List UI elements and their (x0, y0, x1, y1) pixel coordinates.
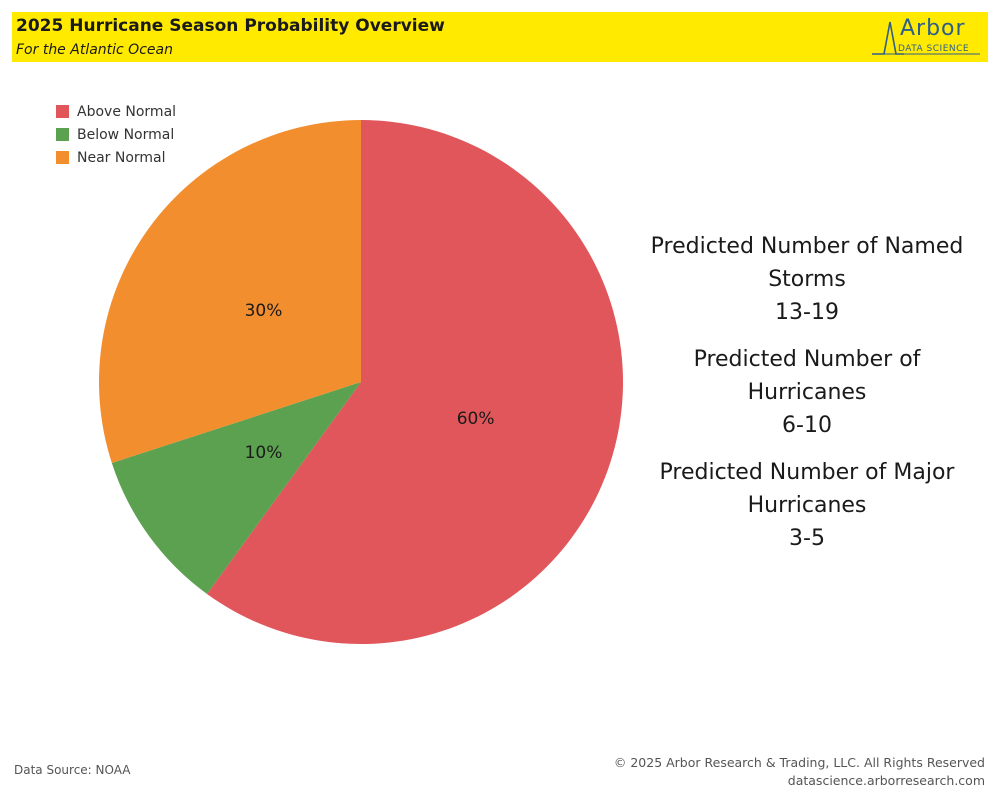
stat-value: 3-5 (789, 526, 825, 551)
data-source: Data Source: NOAA (14, 763, 131, 777)
stat-label: Predicted Number of Named Storms (650, 234, 964, 292)
legend-swatch-below-normal (56, 128, 69, 141)
stat-label: Predicted Number of Hurricanes (693, 347, 921, 405)
pie-slice-near-normal (98, 120, 361, 463)
arbor-logo: Arbor DATA SCIENCE (870, 14, 982, 60)
pie-slice-label: 10% (245, 443, 283, 463)
legend-item-above-normal: Above Normal (56, 100, 176, 123)
pie-slice-label: 30% (245, 301, 283, 321)
stat-major-hurricanes: Predicted Number of Major Hurricanes 3-5 (632, 456, 982, 555)
stat-hurricanes: Predicted Number of Hurricanes 6-10 (632, 343, 982, 442)
pie-slice-above-normal (207, 120, 623, 644)
legend-label: Below Normal (77, 126, 175, 143)
pie-slice-below-normal (111, 382, 361, 594)
legend-item-near-normal: Near Normal (56, 146, 176, 169)
pie-slice-label: 60% (457, 409, 495, 429)
footer-credits: © 2025 Arbor Research & Trading, LLC. Al… (614, 754, 985, 790)
legend-swatch-near-normal (56, 151, 69, 164)
legend-label: Above Normal (77, 103, 177, 120)
stat-label: Predicted Number of Major Hurricanes (659, 460, 955, 518)
prediction-stats: Predicted Number of Named Storms 13-19 P… (632, 230, 982, 569)
legend-item-below-normal: Below Normal (56, 123, 176, 146)
stat-value: 13-19 (775, 300, 839, 325)
logo-mark-icon (872, 21, 980, 55)
logo-wordmark: Arbor (900, 16, 966, 41)
legend-label: Near Normal (77, 149, 166, 166)
header-banner: 2025 Hurricane Season Probability Overvi… (12, 12, 988, 62)
copyright-text: © 2025 Arbor Research & Trading, LLC. Al… (613, 755, 985, 770)
stat-named-storms: Predicted Number of Named Storms 13-19 (632, 230, 982, 329)
site-url[interactable]: datascience.arborresearch.com (787, 773, 985, 788)
chart-subtitle: For the Atlantic Ocean (16, 42, 173, 58)
legend-swatch-above-normal (56, 105, 69, 118)
stat-value: 6-10 (782, 413, 832, 438)
chart-legend: Above Normal Below Normal Near Normal (56, 100, 176, 169)
logo-subtitle: DATA SCIENCE (898, 44, 970, 54)
chart-title: 2025 Hurricane Season Probability Overvi… (16, 16, 445, 36)
